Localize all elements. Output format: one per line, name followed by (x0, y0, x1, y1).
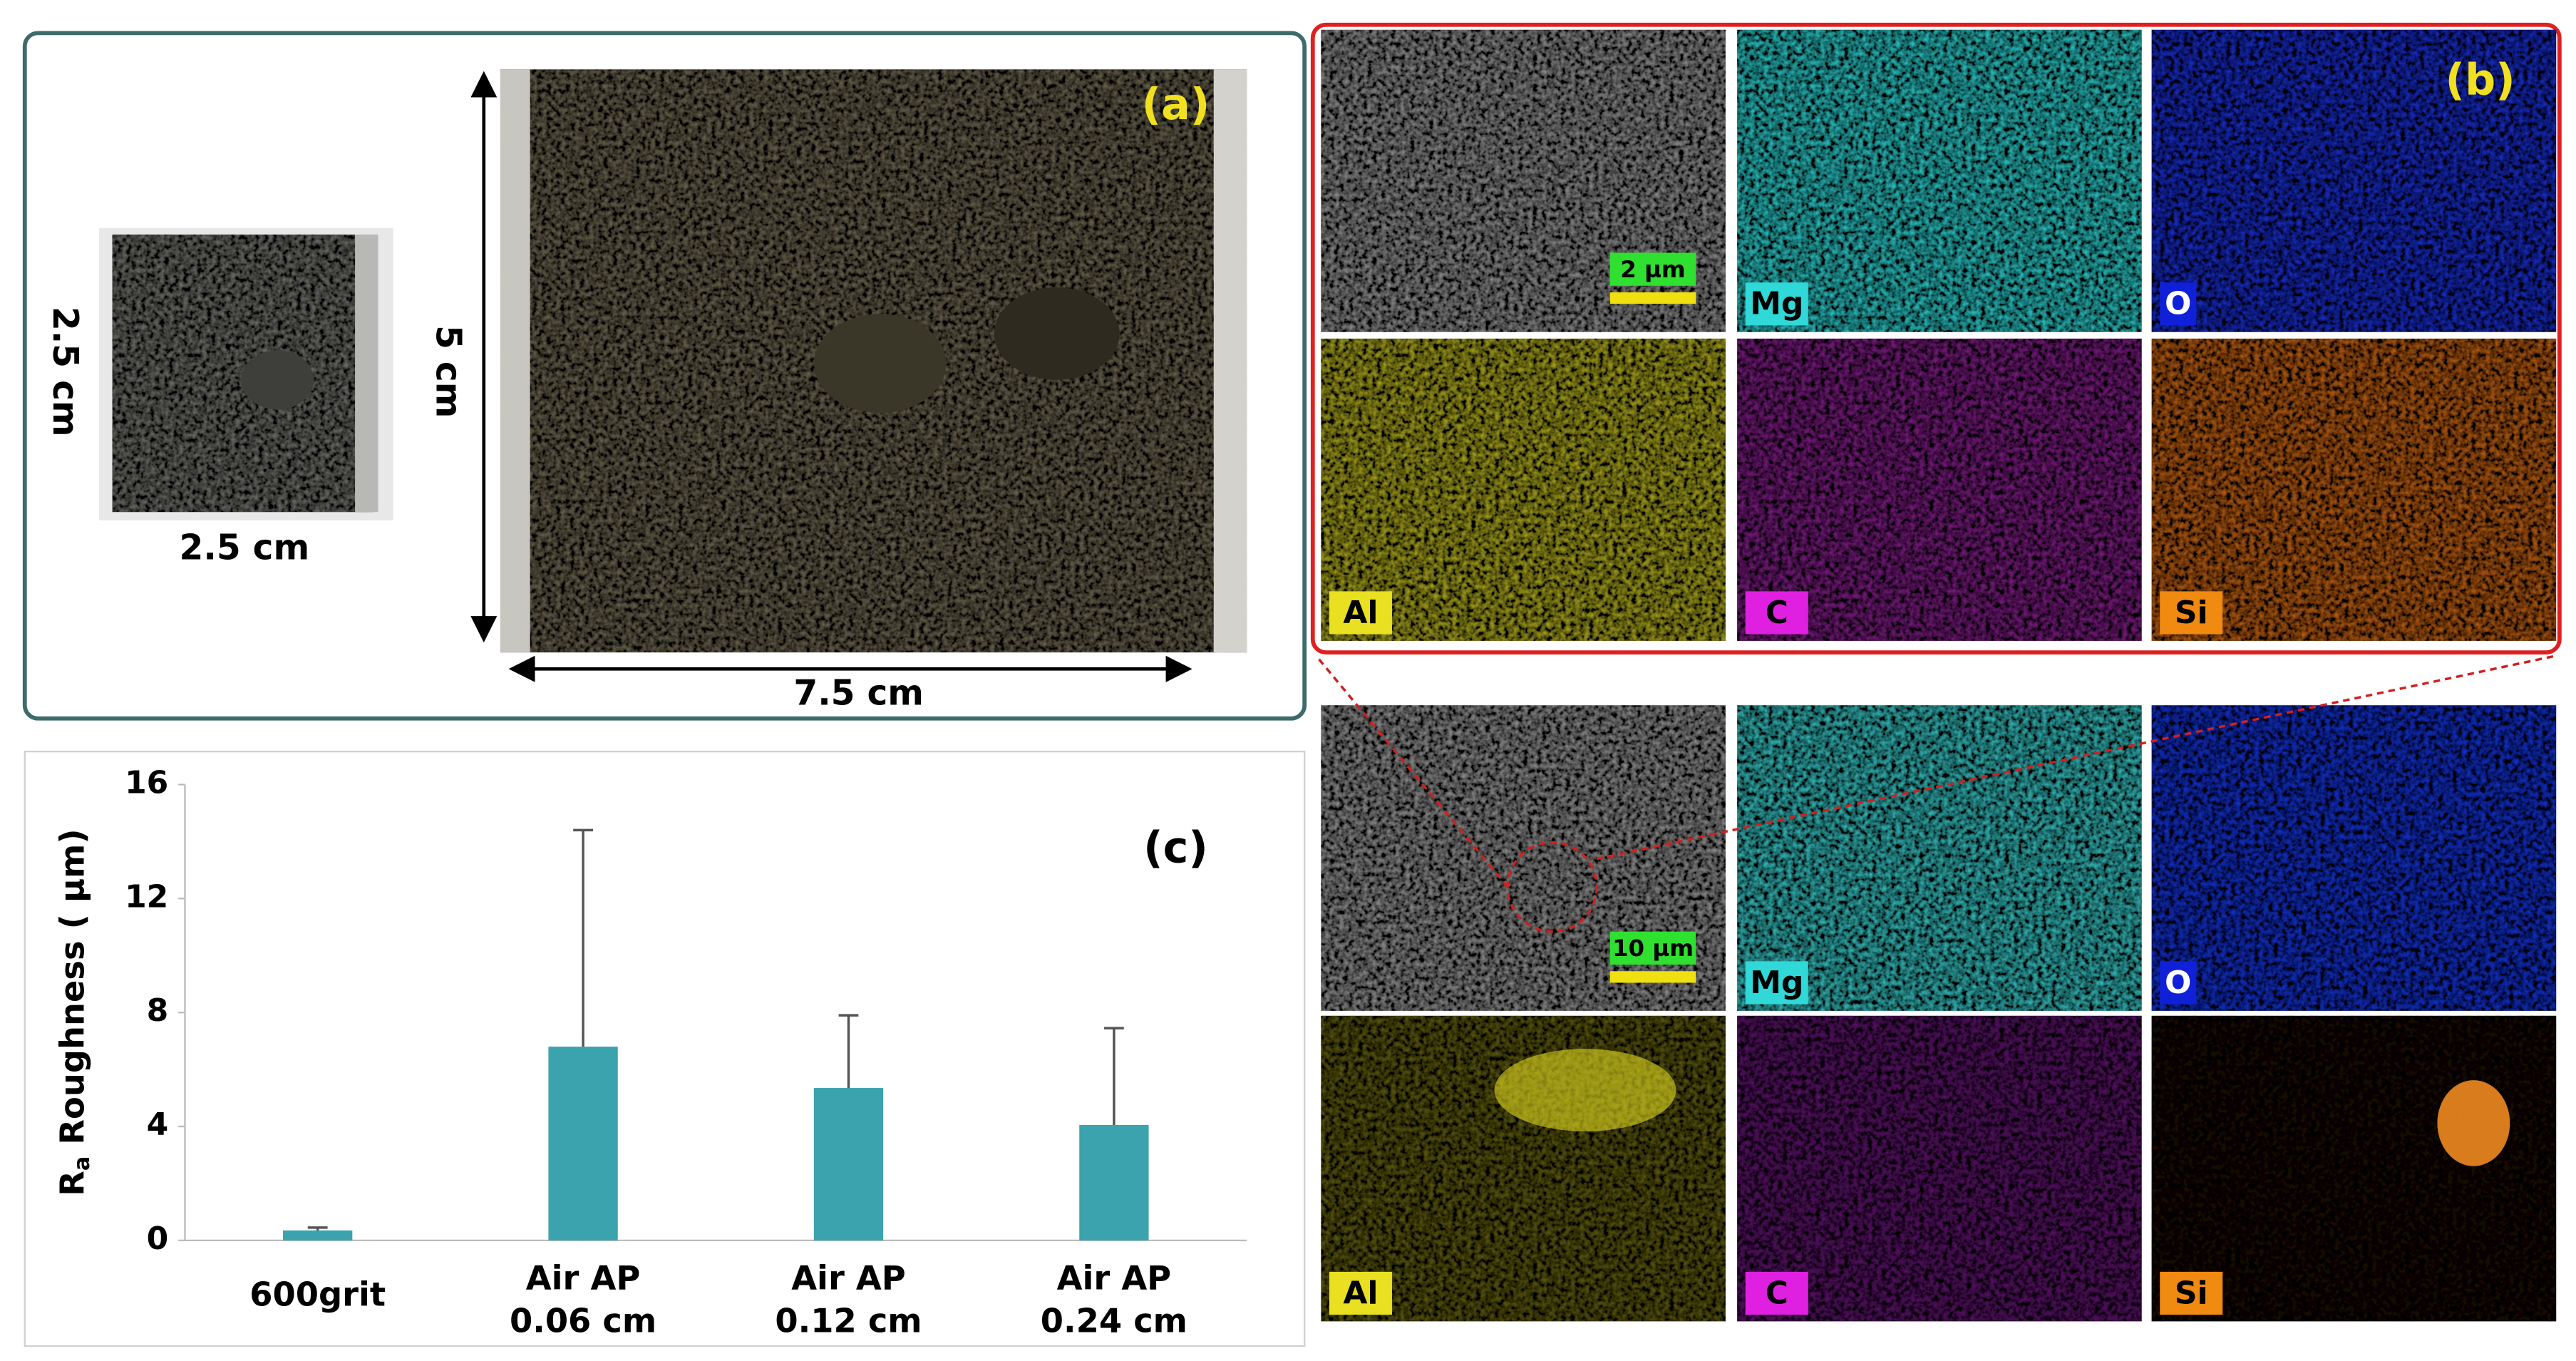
dimension-label: 7.5 cm (793, 673, 924, 713)
zoom-line (1315, 654, 1509, 888)
zoom-line (1596, 654, 2557, 861)
element-label-bg (1745, 591, 1808, 635)
y-tick-label: 0 (147, 1221, 169, 1257)
tiles: 2 µm Mg O Al C Si 10 µm Mg O Al C Si (1321, 29, 2557, 1322)
panel-label: (c) (1143, 823, 1208, 873)
element-label-bg (1329, 591, 1392, 635)
chart: 0 4 8 12 16 Ra Roughness ( µm) (c) 600grit Air A… (53, 764, 1247, 1340)
scale-bar (1609, 292, 1696, 304)
element-label: Mg (1750, 965, 1803, 1001)
element-label-bg (1745, 282, 1808, 326)
y-tick-label: 12 (125, 878, 168, 915)
x-tick-label: Air AP 0.12 cm (775, 1258, 922, 1340)
map-tile (2151, 338, 2557, 641)
y-axis-label: Ra Roughness ( µm) (53, 829, 95, 1196)
map-tile (2151, 29, 2557, 332)
map-tile (1737, 29, 2142, 332)
bar (283, 1230, 353, 1241)
dimension-label: 2.5 cm (45, 307, 85, 437)
small-spot (241, 350, 314, 410)
bar (1079, 1125, 1149, 1241)
map-tile (1321, 29, 1726, 332)
element-label: C (1766, 1275, 1788, 1311)
bar (548, 1047, 618, 1241)
scale-bar (1609, 971, 1696, 983)
dimension-label: 5 cm (428, 325, 468, 418)
element-label-bg (2160, 961, 2197, 1005)
x-tick-label: Air AP 0.24 cm (1041, 1258, 1187, 1340)
y-axis-label-part: Roughness ( µm) (53, 829, 91, 1156)
panel-c-frame (24, 750, 1306, 1347)
element-label-bg (2160, 591, 2223, 635)
element-label: Al (1343, 595, 1378, 631)
element-label-bg (1329, 1271, 1392, 1315)
element-label-bg (2160, 1271, 2223, 1315)
spot (994, 287, 1120, 380)
element-label: O (2165, 965, 2191, 1001)
y-tick-label: 4 (147, 1106, 169, 1143)
panel-label: (a) (1142, 80, 1210, 130)
y-tick-label: 8 (147, 992, 169, 1029)
x-tick-label: Air AP 0.06 cm (510, 1258, 656, 1340)
map-tile (1737, 705, 2142, 1011)
scale-label: 10 µm (1612, 935, 1694, 962)
element-label-bg (1745, 1271, 1808, 1315)
large-photo-edge (1213, 69, 1247, 653)
scale-label-bg (1609, 252, 1696, 286)
blob (2437, 1080, 2510, 1166)
spot (814, 314, 947, 414)
map-tile (1321, 338, 1726, 641)
blob (1494, 1049, 1676, 1131)
element-label: Al (1343, 1275, 1378, 1311)
y-tick-label: 16 (125, 764, 168, 801)
element-label: O (2165, 286, 2191, 322)
map-tile (1737, 1015, 2142, 1322)
y-axis-label-part: R (53, 1171, 91, 1196)
element-label: C (1766, 595, 1788, 631)
panel-b-frame (1310, 22, 2562, 655)
panel-label: (b) (2446, 55, 2515, 105)
scale-label-bg (1609, 931, 1696, 965)
x-tick-label: 600grit (249, 1275, 386, 1313)
element-label-bg (1745, 961, 1808, 1005)
element-label: Si (2175, 1275, 2208, 1311)
map-tile (2151, 1015, 2557, 1322)
dimension-label: 2.5 cm (180, 528, 310, 567)
scale-label: 2 µm (1620, 256, 1686, 283)
small-photo-edge (355, 235, 378, 513)
element-label: Si (2175, 595, 2208, 631)
map-tile (1737, 338, 2142, 641)
bar (813, 1088, 884, 1241)
large-photo-edge (500, 69, 530, 653)
map-tile (2151, 705, 2557, 1011)
element-label: Mg (1750, 286, 1803, 322)
y-axis-label-part: a (69, 1156, 94, 1171)
element-label-bg (2160, 282, 2197, 326)
map-tile (1321, 705, 1726, 1011)
